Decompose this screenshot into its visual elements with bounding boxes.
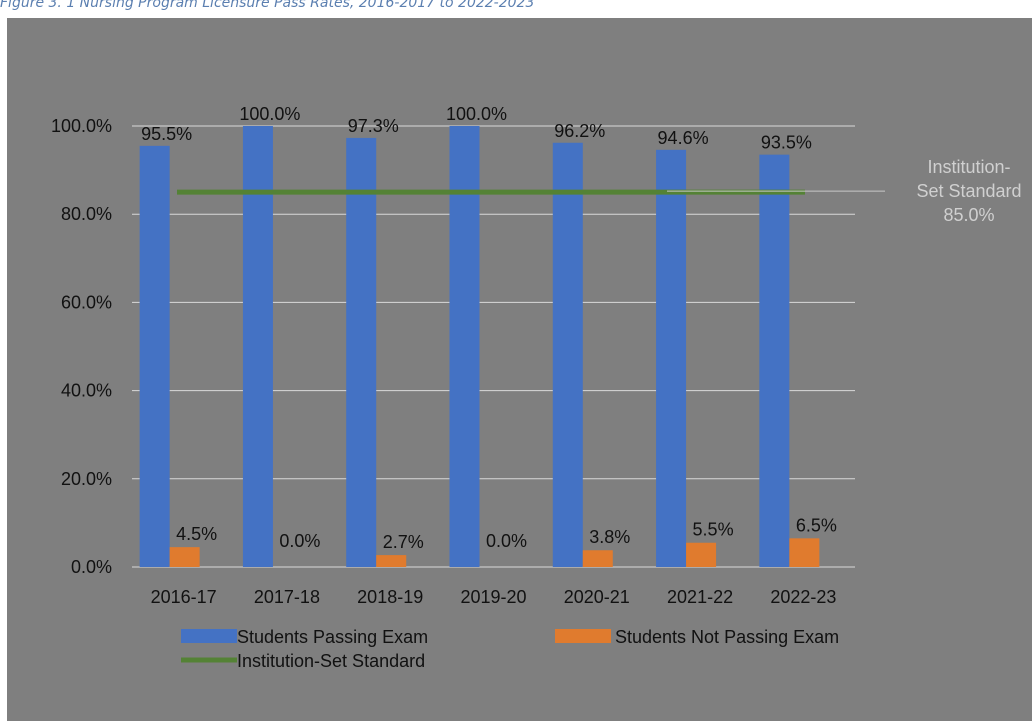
y-tick-label: 100.0% — [51, 116, 112, 136]
figure-caption: Figure 3. 1 Nursing Program Licensure Pa… — [0, 0, 535, 11]
y-tick-label: 60.0% — [61, 292, 112, 312]
legend-swatch-not-passing — [555, 629, 611, 643]
data-label-passing: 100.0% — [446, 104, 507, 124]
data-label-not-passing: 3.8% — [589, 527, 630, 547]
bar-passing — [552, 142, 583, 567]
x-tick-label: 2019-20 — [460, 587, 526, 607]
x-tick-label: 2020-21 — [564, 587, 630, 607]
bar-chart: 0.0% 20.0% 40.0% 60.0% 80.0% 100.0% Instituti… — [51, 104, 1022, 671]
data-label-not-passing: 4.5% — [176, 524, 217, 544]
bar-not-passing — [376, 555, 407, 567]
x-tick-label: 2016-17 — [151, 587, 217, 607]
chart-area: 0.0% 20.0% 40.0% 60.0% 80.0% 100.0% Instituti… — [7, 18, 1032, 721]
data-label-not-passing: 0.0% — [279, 531, 320, 551]
data-label-passing: 97.3% — [348, 116, 399, 136]
legend-label-not-passing: Students Not Passing Exam — [615, 627, 839, 647]
y-tick-label: 20.0% — [61, 469, 112, 489]
bar-passing — [656, 149, 687, 567]
bars — [139, 126, 820, 568]
legend-label-passing: Students Passing Exam — [237, 627, 428, 647]
data-label-passing: 100.0% — [239, 104, 300, 124]
legend: Students Passing Exam Students Not Passin… — [181, 627, 839, 671]
data-label-not-passing: 5.5% — [693, 520, 734, 540]
reference-label: Institution- — [927, 157, 1010, 177]
reference-label: 85.0% — [943, 205, 994, 225]
data-label-passing: 94.6% — [658, 128, 709, 148]
x-tick-label: 2017-18 — [254, 587, 320, 607]
data-labels: 95.5% 4.5% 100.0% 0.0% 97.3% 2.7% 100.0% 0.0% 96… — [141, 104, 837, 552]
legend-label-standard: Institution-Set Standard — [237, 651, 425, 671]
x-tick-label: 2022-23 — [770, 587, 836, 607]
x-axis-tick-labels: 2016-17 2017-18 2018-19 2019-20 2020-21 2021-… — [151, 587, 837, 607]
bar-passing — [139, 145, 170, 567]
bar-passing — [759, 154, 790, 568]
bar-not-passing — [686, 542, 717, 567]
institution-set-standard-line: Institution- Set Standard 85.0% — [177, 157, 1022, 225]
bar-not-passing — [789, 538, 820, 567]
y-tick-label: 80.0% — [61, 204, 112, 224]
reference-label: Set Standard — [916, 181, 1021, 201]
bar-not-passing — [582, 550, 613, 567]
data-label-passing: 95.5% — [141, 124, 192, 144]
y-tick-label: 40.0% — [61, 381, 112, 401]
x-tick-label: 2018-19 — [357, 587, 423, 607]
bar-not-passing — [169, 547, 200, 567]
data-label-passing: 93.5% — [761, 133, 812, 153]
data-label-not-passing: 0.0% — [486, 531, 527, 551]
data-label-passing: 96.2% — [554, 121, 605, 141]
y-axis-tick-labels: 0.0% 20.0% 40.0% 60.0% 80.0% 100.0% — [51, 116, 112, 577]
y-tick-label: 0.0% — [71, 557, 112, 577]
legend-swatch-passing — [181, 629, 237, 643]
data-label-not-passing: 2.7% — [383, 532, 424, 552]
bar-passing — [449, 126, 480, 567]
bar-passing — [242, 126, 273, 567]
bar-passing — [346, 137, 377, 568]
data-label-not-passing: 6.5% — [796, 515, 837, 535]
x-tick-label: 2021-22 — [667, 587, 733, 607]
